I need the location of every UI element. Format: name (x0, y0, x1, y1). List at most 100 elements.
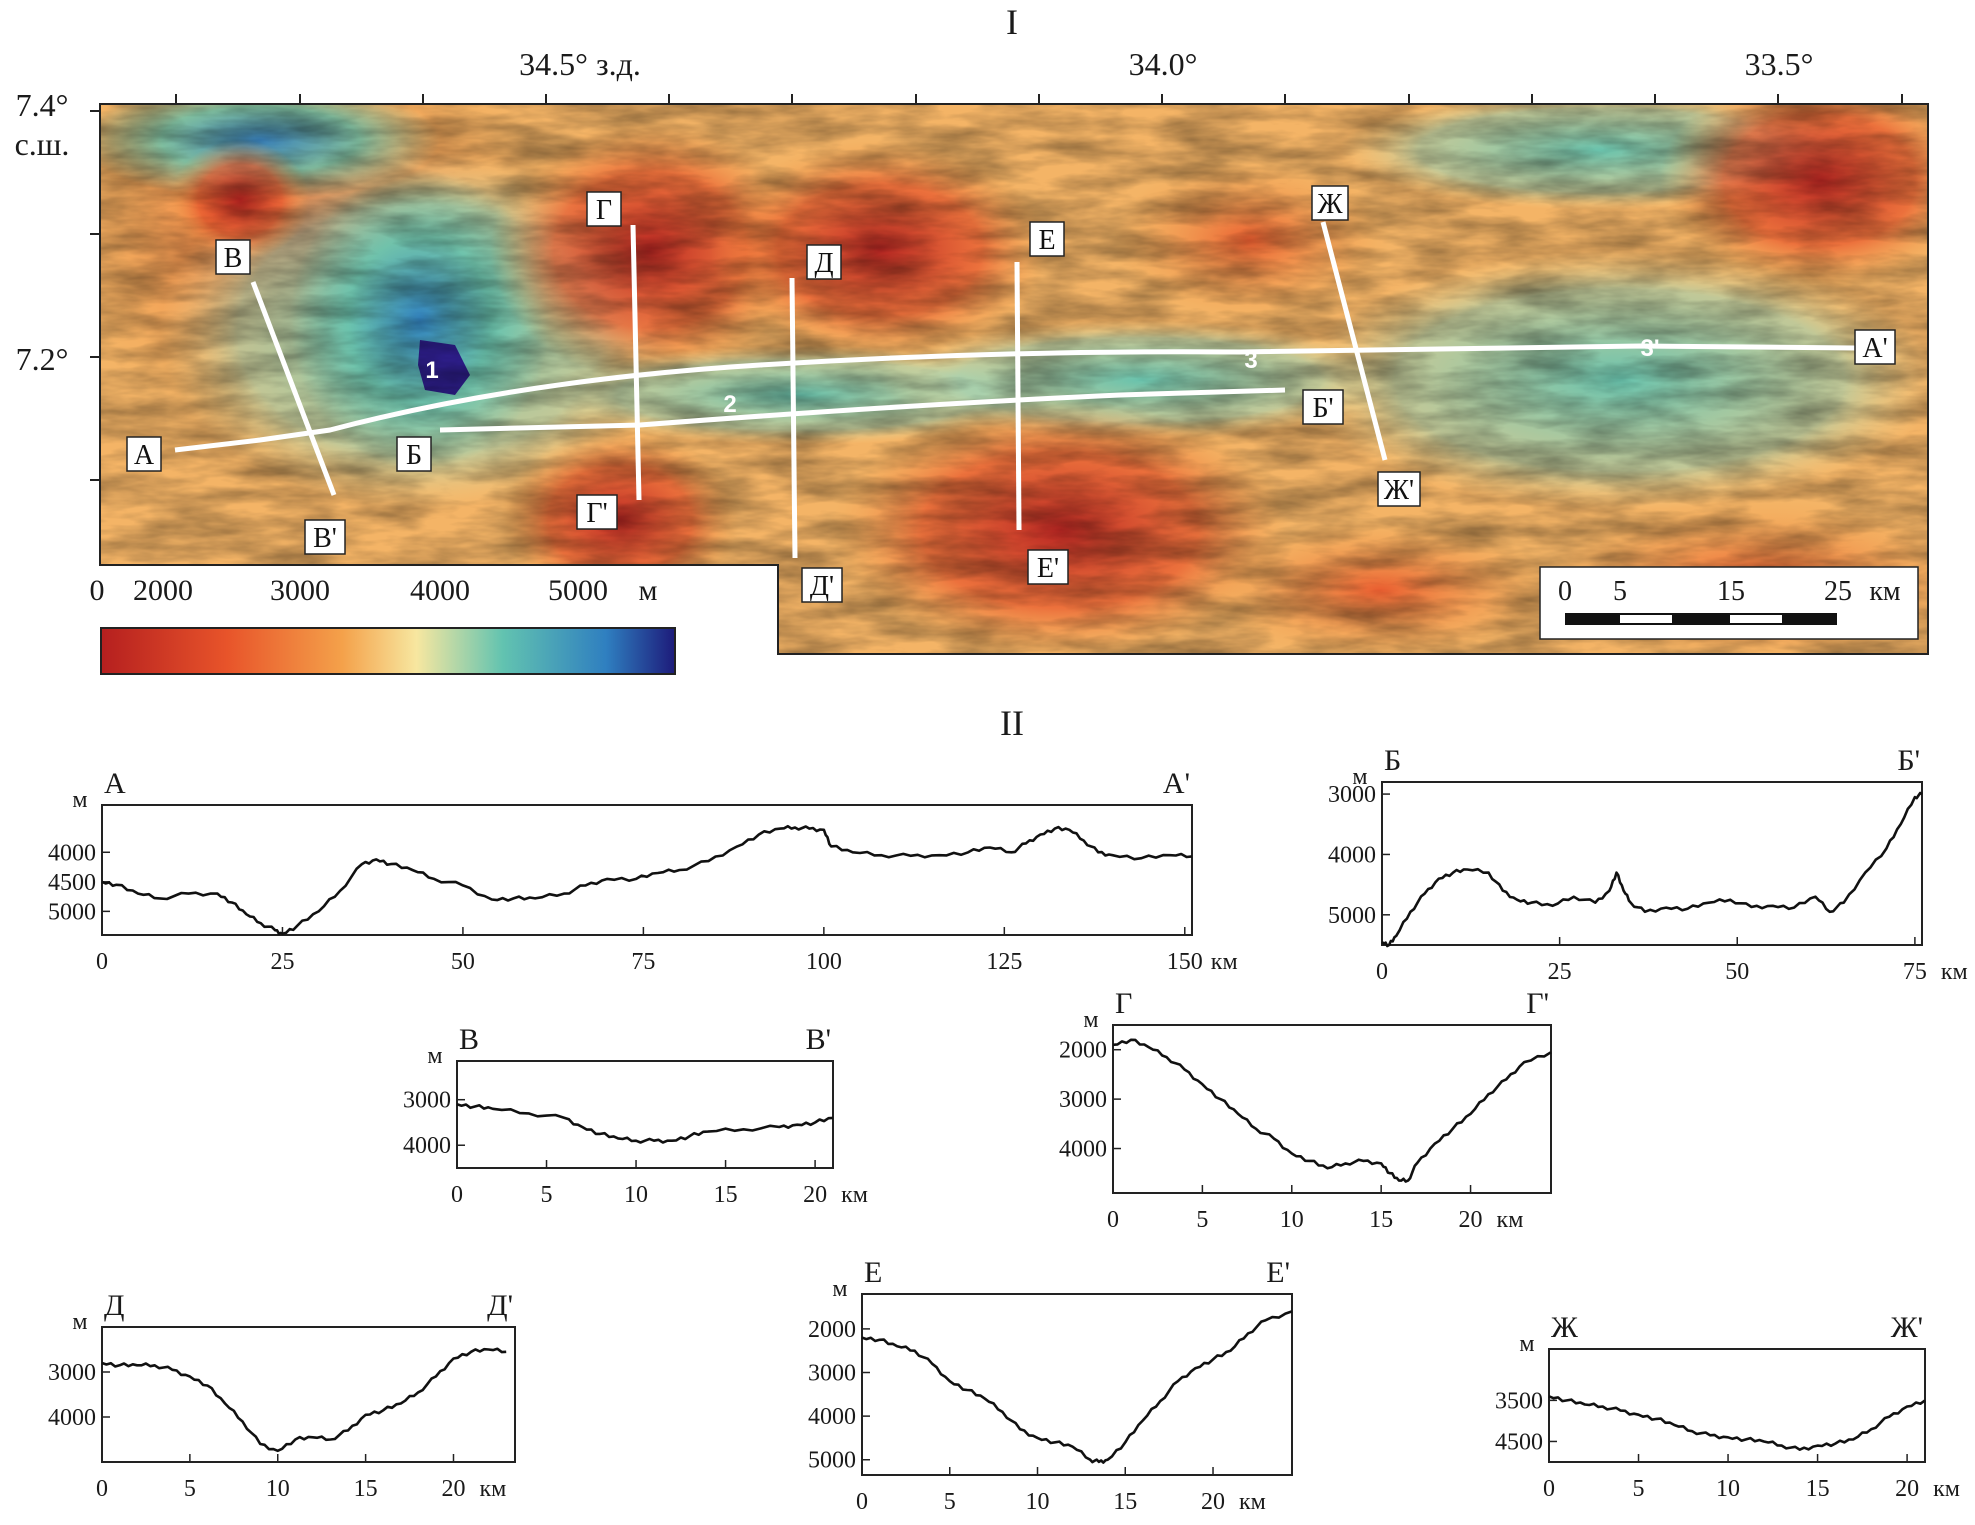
chart-frame (101, 1326, 516, 1463)
chart-frame (101, 804, 1193, 936)
chart-title-left: Ж (1551, 1311, 1578, 1344)
chart-title-right: Б' (1897, 744, 1920, 777)
x-tick-label: 20 (1201, 1489, 1225, 1515)
y-tick-label: 3000 (1059, 1087, 1107, 1113)
x-tick-label: 0 (451, 1182, 463, 1208)
chart-title-left: Е (864, 1256, 882, 1289)
chart-xlabel: км (479, 1476, 506, 1502)
chart-title-left: В (459, 1023, 479, 1056)
y-tick-label: 4000 (1328, 842, 1376, 868)
profile-line-series (1112, 1038, 1552, 1183)
lon-label-33-5: 33.5° (1745, 46, 1814, 82)
y-tick-label: 4000 (403, 1133, 451, 1159)
x-tick-label: 25 (270, 949, 294, 975)
profile-line-a (174, 343, 1856, 453)
profile-line-series (1381, 791, 1923, 948)
x-tick-label: 10 (1280, 1207, 1304, 1233)
map-label-e: Е (1038, 225, 1055, 256)
y-tick-label: 2000 (808, 1317, 856, 1343)
chart-frame (1548, 1348, 1926, 1463)
chart-frame (456, 1060, 834, 1169)
x-tick-label: 50 (451, 949, 475, 975)
x-tick-label: 20 (803, 1182, 827, 1208)
x-tick-label: 0 (1107, 1207, 1119, 1233)
chart-frame (861, 1293, 1293, 1476)
y-tick-label: 4500 (48, 870, 96, 896)
profile-line-series (456, 1103, 834, 1144)
map-label-a-prime: А' (1862, 333, 1887, 364)
x-tick-label: 125 (986, 949, 1022, 975)
colorbar-ramp (100, 627, 676, 675)
chart-ylabel: м (832, 1276, 847, 1302)
profile-line-series (101, 824, 1193, 936)
y-tick-label: 4000 (48, 1405, 96, 1431)
profile-chart-g: Г Г' м 2000 3000 4000 0 5 10 15 20 км (1059, 987, 1552, 1233)
scalebar-segment (1730, 615, 1782, 623)
lon-label-34-5: 34.5° з.д. (519, 46, 641, 82)
chart-ylabel: м (72, 1309, 87, 1335)
x-tick-label: 15 (354, 1476, 378, 1502)
lon-label-34-0: 34.0° (1129, 46, 1198, 82)
chart-title-left: А (104, 767, 126, 800)
colorbar-tick-0: 0 (90, 574, 105, 607)
x-tick-label: 0 (96, 949, 108, 975)
chart-xlabel: км (1497, 1207, 1524, 1233)
scalebar-tick-25: 25 (1824, 576, 1852, 607)
part-ii-label: II (1000, 703, 1024, 743)
chart-xlabel: км (1211, 949, 1238, 975)
profile-line-e (1014, 261, 1022, 531)
chart-title-left: Б (1384, 744, 1401, 777)
profile-line-d (789, 277, 798, 559)
map-label-d-prime: Д' (810, 571, 834, 602)
chart-title-right: Ж' (1891, 1311, 1923, 1344)
x-tick-label: 5 (944, 1489, 956, 1515)
y-tick-label: 2000 (1059, 1038, 1107, 1064)
map-label-v-prime: В' (313, 523, 337, 554)
scalebar-segment (1620, 615, 1672, 623)
profile-line-v (250, 281, 337, 496)
map-raster (100, 104, 1928, 654)
bathymetric-map: 34.5° з.д. 34.0° 33.5° 7.4° с.ш. 7.2° 1 … (15, 46, 1929, 675)
point-label-2: 2 (723, 391, 736, 418)
map-label-b-prime: Б' (1312, 393, 1333, 424)
point-label-3-prime: 3' (1640, 335, 1659, 362)
profile-line-zh (1320, 221, 1388, 461)
y-tick-label: 5000 (1328, 903, 1376, 929)
y-tick-label: 3000 (403, 1088, 451, 1114)
chart-ylabel: м (1519, 1331, 1534, 1357)
scalebar: 0 5 15 25 км (1539, 566, 1919, 640)
map-label-b: Б (406, 440, 422, 471)
x-tick-label: 15 (1806, 1476, 1830, 1502)
map-frame (99, 103, 1929, 655)
chart-title-right: А' (1163, 767, 1190, 800)
x-tick-label: 5 (1196, 1207, 1208, 1233)
map-label-v: В (224, 243, 243, 274)
x-tick-label: 5 (541, 1182, 553, 1208)
map-label-g-prime: Г' (586, 498, 607, 529)
y-tick-label: 4000 (808, 1404, 856, 1430)
x-tick-label: 75 (1903, 959, 1927, 985)
map-label-a: А (134, 440, 155, 471)
colorbar-tick-3000: 3000 (270, 574, 330, 607)
y-tick-label: 3000 (48, 1360, 96, 1386)
profile-line-series (861, 1310, 1293, 1464)
chart-ylabel: м (1083, 1007, 1098, 1033)
colorbar-unit: м (639, 574, 658, 607)
colorbar-tick-5000: 5000 (548, 574, 608, 607)
x-tick-label: 0 (856, 1489, 868, 1515)
chart-ylabel: м (1352, 764, 1367, 790)
x-tick-label: 20 (1895, 1476, 1919, 1502)
colorbar: 0 2000 3000 4000 5000 м (90, 574, 676, 675)
x-tick-label: 5 (1633, 1476, 1645, 1502)
profile-line-b (439, 387, 1286, 433)
y-tick-label: 5000 (808, 1448, 856, 1474)
x-tick-label: 15 (714, 1182, 738, 1208)
x-tick-label: 20 (441, 1476, 465, 1502)
point-label-3: 3 (1244, 347, 1257, 374)
x-tick-label: 25 (1548, 959, 1572, 985)
chart-xlabel: км (1239, 1489, 1266, 1515)
x-tick-label: 10 (624, 1182, 648, 1208)
profile-line-series (1548, 1395, 1926, 1451)
